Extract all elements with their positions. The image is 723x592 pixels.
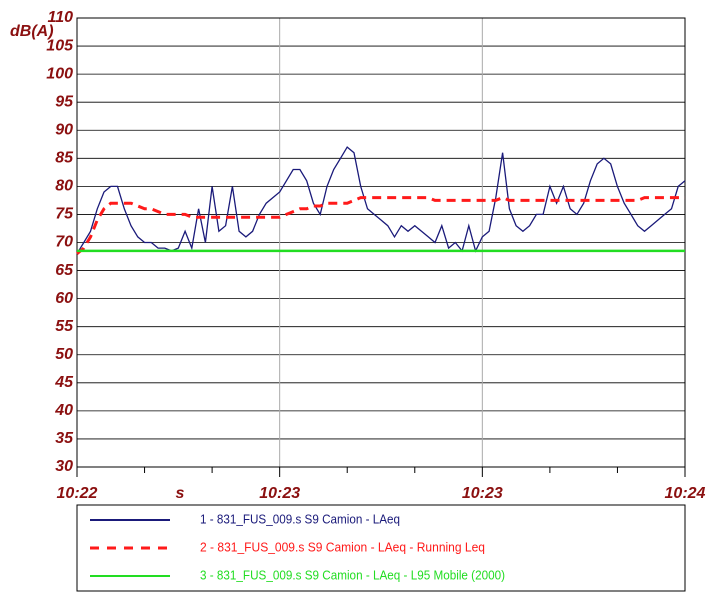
y-tick-label: 50: [55, 346, 73, 363]
y-tick-label: 60: [55, 290, 73, 307]
y-tick-label: 35: [55, 430, 74, 447]
x-axis-label: s: [176, 485, 185, 502]
x-tick-label: 10:22: [57, 485, 98, 502]
series-line: [76, 195, 685, 255]
y-tick-label: 110: [47, 9, 73, 26]
x-tick-label: 10:23: [462, 485, 503, 502]
series-line: [76, 146, 686, 255]
legend-label: 2 - 831_FUS_009.s S9 Camion - LAeq - Run…: [200, 539, 485, 554]
legend-label: 1 - 831_FUS_009.s S9 Camion - LAeq: [200, 511, 400, 526]
y-tick-label: 30: [55, 458, 73, 475]
y-axis-label: dB(A): [10, 23, 54, 40]
y-tick-label: 95: [55, 93, 74, 110]
y-tick-label: 65: [55, 262, 74, 279]
y-tick-label: 100: [46, 65, 73, 82]
y-tick-label: 85: [55, 150, 74, 167]
y-tick-label: 90: [55, 121, 73, 138]
plot-frame: [76, 17, 686, 468]
y-tick-label: 70: [55, 234, 73, 251]
y-tick-label: 80: [55, 178, 73, 195]
legend-label: 3 - 831_FUS_009.s S9 Camion - LAeq - L95…: [200, 567, 505, 582]
y-tick-label: 40: [54, 402, 73, 419]
y-tick-label: 105: [46, 37, 74, 54]
y-tick-label: 55: [55, 318, 74, 335]
x-tick-label: 10:23: [259, 485, 300, 502]
y-tick-label: 75: [55, 206, 74, 223]
y-tick-label: 45: [54, 374, 74, 391]
legend-box: [76, 504, 686, 592]
x-tick-label: 10:24: [665, 485, 706, 502]
